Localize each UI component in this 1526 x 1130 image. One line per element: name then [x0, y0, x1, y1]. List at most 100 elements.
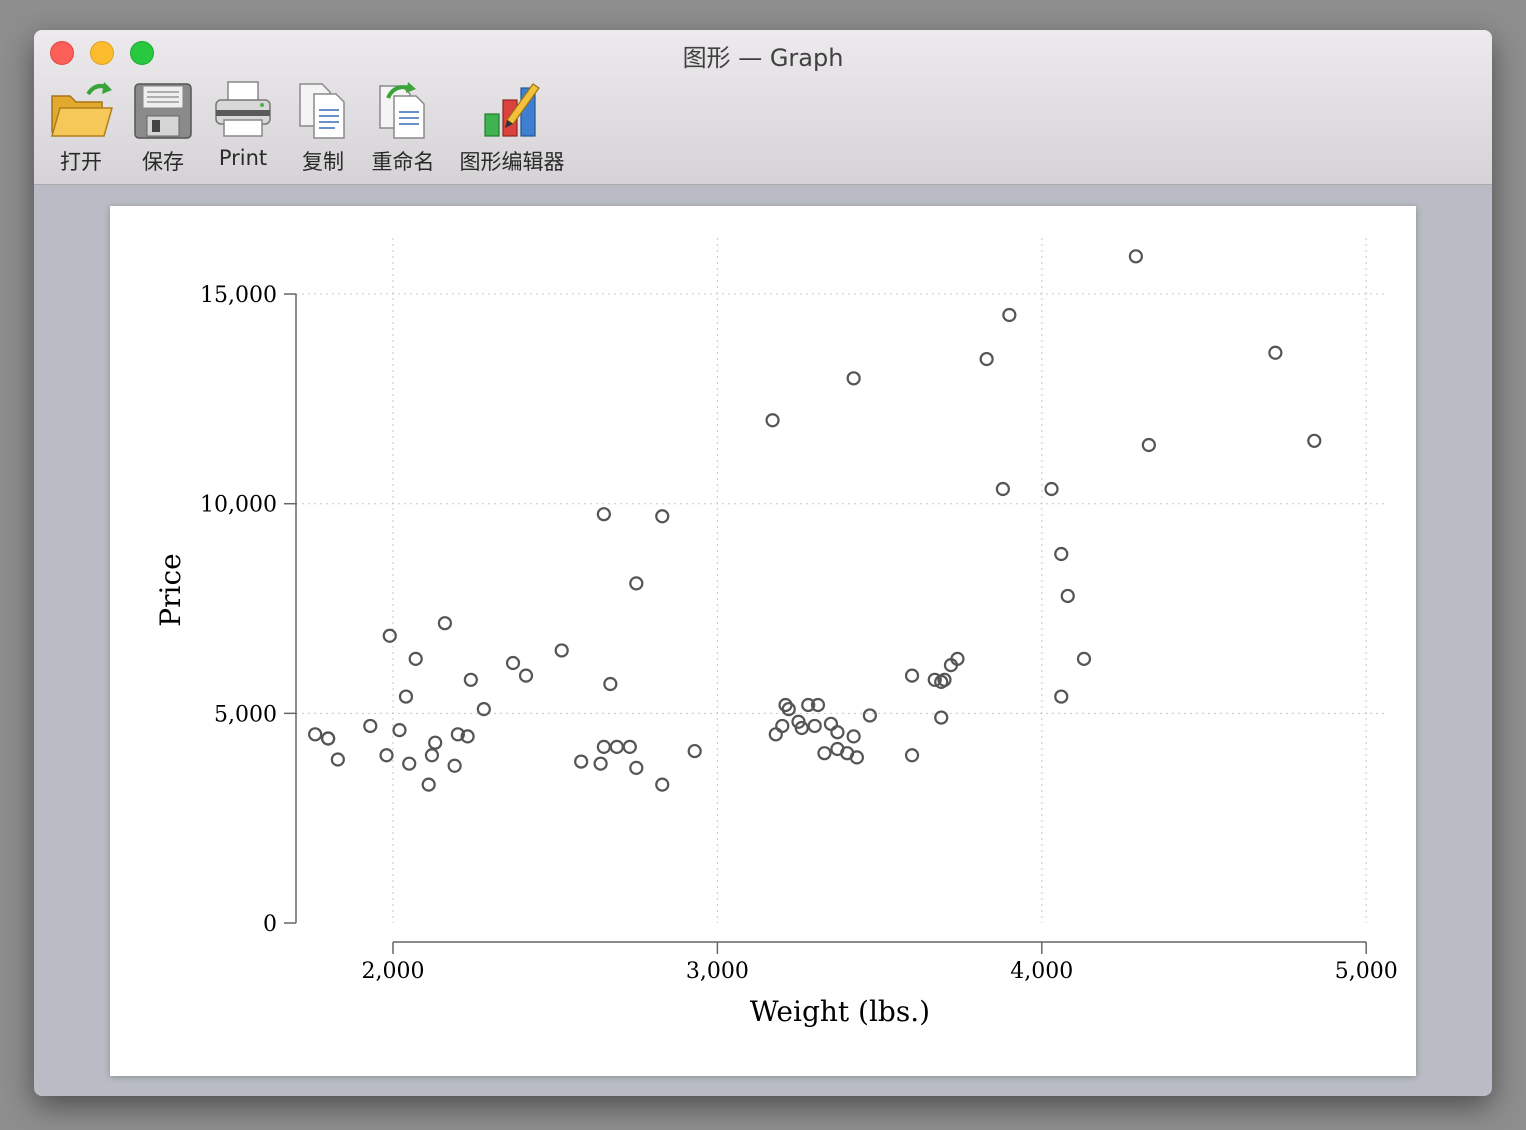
data-point [363, 718, 378, 734]
y-tick-label: 15,000 [200, 283, 277, 308]
copy-label: 复制 [302, 150, 344, 174]
rename-label: 重命名 [371, 150, 435, 174]
data-point [1128, 249, 1143, 264]
y-axis-title: Price [154, 553, 187, 626]
print-button[interactable]: Print [210, 80, 276, 170]
scatter-chart: 0 5,000 10,000 15,000 2,000 3,000 4,000 5,000 W… [154, 238, 1398, 1028]
data-point [904, 668, 920, 683]
data-point [308, 727, 323, 742]
data-point [687, 743, 702, 759]
data-point [450, 727, 465, 742]
data-point [846, 729, 861, 744]
data-point [398, 689, 414, 704]
data-point [476, 702, 491, 717]
data-point [862, 708, 877, 723]
data-point [518, 668, 534, 683]
data-point [927, 672, 942, 687]
printer-icon [215, 81, 271, 137]
data-point [849, 750, 864, 765]
folder-open-icon [51, 82, 113, 137]
copy-button[interactable]: 复制 [290, 80, 356, 176]
data-point [950, 651, 965, 666]
data-point [1268, 345, 1283, 360]
close-button[interactable] [50, 41, 74, 65]
data-point [463, 672, 478, 687]
data-point [402, 756, 417, 771]
graph-editor-label: 图形编辑器 [459, 150, 565, 174]
data-point [1054, 689, 1069, 704]
window-title: 图形 — Graph [682, 44, 844, 72]
data-point [593, 756, 608, 771]
data-point [1054, 546, 1069, 562]
data-point [1044, 481, 1059, 497]
data-point [768, 727, 783, 742]
graph-paper: 0 5,000 10,000 15,000 2,000 3,000 4,000 5,000 W… [110, 206, 1416, 1076]
data-point [379, 748, 394, 763]
data-point [765, 413, 780, 428]
data-point [596, 739, 611, 754]
maximize-button[interactable] [130, 41, 154, 65]
y-tick-label: 5,000 [214, 702, 277, 727]
save-label: 保存 [142, 150, 184, 174]
data-point [904, 748, 920, 763]
data-point [1307, 433, 1322, 448]
print-label: Print [218, 146, 268, 170]
data-point [421, 777, 436, 792]
x-tick-label: 5,000 [1335, 959, 1398, 984]
data-point [846, 371, 861, 386]
data-point [794, 720, 809, 736]
data-point [1002, 307, 1017, 323]
data-point [817, 746, 832, 761]
data-point [807, 718, 822, 734]
data-point [655, 509, 670, 524]
data-point [424, 748, 440, 763]
graph-editor-button[interactable]: 图形编辑器 [454, 80, 570, 176]
data-point [781, 702, 796, 717]
floppy-disk-icon [134, 83, 192, 139]
data-point [629, 760, 644, 775]
data-point [330, 752, 345, 767]
data-point [603, 676, 618, 692]
rename-button[interactable]: 重命名 [370, 80, 436, 176]
data-point [830, 725, 845, 740]
data-point [995, 481, 1010, 497]
x-tick-label: 2,000 [362, 959, 425, 984]
rename-documents-icon [379, 82, 425, 139]
data-point [574, 754, 589, 769]
data-point [775, 718, 790, 734]
open-label: 打开 [60, 150, 102, 174]
x-tick-label: 4,000 [1010, 959, 1073, 984]
save-button[interactable]: 保存 [130, 80, 196, 176]
data-point [437, 616, 453, 631]
data-point [447, 758, 462, 773]
graph-window: 图形 — Graph 打开 保存 [34, 30, 1492, 1096]
minimize-button[interactable] [90, 41, 114, 65]
data-point [1060, 588, 1075, 604]
data-point [934, 710, 949, 725]
x-tick-label: 3,000 [686, 959, 749, 984]
data-point [505, 655, 521, 671]
data-point [810, 697, 826, 713]
data-point [609, 739, 624, 754]
data-point [937, 672, 952, 687]
data-point [801, 697, 816, 713]
x-axis-title: Weight (lbs.) [750, 995, 930, 1028]
data-point [460, 729, 475, 744]
copy-documents-icon [299, 83, 345, 139]
bar-chart-pencil-icon [484, 83, 540, 137]
data-point [596, 507, 611, 522]
y-tick-label: 10,000 [200, 493, 277, 518]
data-point [622, 739, 637, 754]
data-point [1141, 437, 1156, 453]
data-point [321, 731, 336, 746]
data-point [382, 628, 397, 643]
title-bar: 图形 — Graph 打开 保存 [34, 30, 1492, 185]
data-point [629, 576, 644, 591]
y-tick-label: 0 [263, 912, 277, 937]
data-point [392, 723, 407, 738]
open-button[interactable]: 打开 [48, 80, 114, 176]
data-point [1076, 651, 1092, 666]
data-point [823, 716, 839, 731]
data-point [408, 651, 423, 666]
data-point [428, 735, 443, 750]
